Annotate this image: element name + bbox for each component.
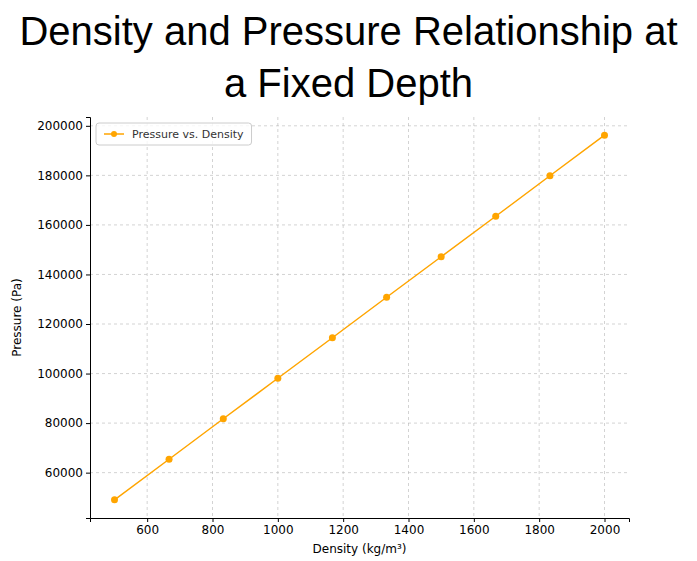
- tick-mark: [86, 324, 90, 325]
- grid-line: [473, 117, 474, 518]
- point: [220, 415, 227, 422]
- tick: 600: [136, 518, 159, 537]
- grid-line: [90, 373, 629, 374]
- tick: 180000: [37, 169, 90, 183]
- point: [492, 213, 499, 220]
- grid-line: [90, 274, 629, 275]
- tick: 60000: [45, 466, 90, 480]
- tick-mark: [86, 374, 90, 375]
- tick: 800: [202, 518, 225, 537]
- tick-mark: [86, 225, 90, 226]
- axis-line: [86, 118, 91, 519]
- tick-mark: [86, 126, 90, 127]
- grid-line: [90, 423, 629, 424]
- tick-label: 60000: [45, 466, 83, 480]
- grid-line: [212, 117, 213, 518]
- tick: 1200: [328, 518, 359, 537]
- tick: 80000: [45, 416, 90, 430]
- tick-label: 1200: [328, 523, 359, 537]
- grid-line: [90, 472, 629, 473]
- tick-mark: [278, 518, 279, 522]
- legend: Pressure vs. Density: [96, 123, 252, 145]
- grid-line: [90, 224, 629, 225]
- y-axis-title: Pressure (Pa): [10, 278, 24, 356]
- tick: 1600: [459, 518, 490, 537]
- grid-line: [147, 117, 148, 518]
- point: [546, 172, 553, 179]
- x-axis-title: Density (kg/m³): [313, 542, 407, 556]
- tick-label: 1400: [394, 523, 425, 537]
- point: [329, 334, 336, 341]
- title: Density and Pressure Relationship ata Fi…: [19, 9, 677, 105]
- tick-label: 80000: [45, 416, 83, 430]
- grid-line: [90, 324, 629, 325]
- tick-mark: [539, 518, 540, 522]
- tick: 1800: [524, 518, 555, 537]
- tick: 1000: [263, 518, 294, 537]
- grid-line: [604, 117, 605, 518]
- tick-label: 1000: [263, 523, 294, 537]
- legend-marker: [111, 131, 117, 137]
- grid-line: [408, 117, 409, 518]
- tick: 200000: [37, 119, 90, 133]
- tick-label: 120000: [37, 317, 83, 331]
- tick-mark: [474, 518, 475, 522]
- tick-mark: [86, 175, 90, 176]
- chart: Density and Pressure Relationship ata Fi…: [0, 0, 697, 561]
- tick: 160000: [37, 218, 90, 232]
- legend-frame: [96, 123, 252, 145]
- point: [383, 294, 390, 301]
- tick-mark: [605, 518, 606, 522]
- tick-label: 100000: [37, 367, 83, 381]
- point: [166, 456, 173, 463]
- point: [274, 375, 281, 382]
- grid-line: [343, 117, 344, 518]
- point: [111, 496, 118, 503]
- tick: 100000: [37, 367, 90, 381]
- axis-line: [91, 519, 630, 523]
- tick-label: 800: [202, 523, 225, 537]
- tick: 120000: [37, 317, 90, 331]
- grid: [90, 117, 629, 518]
- legend-label: Pressure vs. Density: [132, 128, 244, 141]
- tick-mark: [86, 274, 90, 275]
- y-axis: 60000 80000 100000 120000 140000 160000 180000…: [37, 118, 90, 519]
- tick-label: 140000: [37, 268, 83, 282]
- tick-mark: [213, 518, 214, 522]
- tick-label: 1800: [524, 523, 555, 537]
- tick: 1400: [394, 518, 425, 537]
- tick: 140000: [37, 268, 90, 282]
- tick-label: 1600: [459, 523, 490, 537]
- tick-label: 180000: [37, 169, 83, 183]
- tick-label: 160000: [37, 218, 83, 232]
- x-axis: 600 800 1000 1200 1400 1600 1800 2000: [91, 518, 630, 537]
- point: [438, 253, 445, 260]
- tick-mark: [86, 423, 90, 424]
- tick-label: 600: [136, 523, 159, 537]
- tick-mark: [147, 518, 148, 522]
- tick: 2000: [590, 518, 621, 537]
- tick-mark: [343, 518, 344, 522]
- point: [601, 132, 608, 139]
- tick-mark: [409, 518, 410, 522]
- series-line: [115, 135, 605, 500]
- tick-label: 200000: [37, 119, 83, 133]
- grid-line: [277, 117, 278, 518]
- grid-line: [539, 117, 540, 518]
- tick-mark: [86, 473, 90, 474]
- tick-label: 2000: [590, 523, 621, 537]
- legend-item: Pressure vs. Density: [104, 128, 244, 141]
- plot-area: [111, 132, 608, 504]
